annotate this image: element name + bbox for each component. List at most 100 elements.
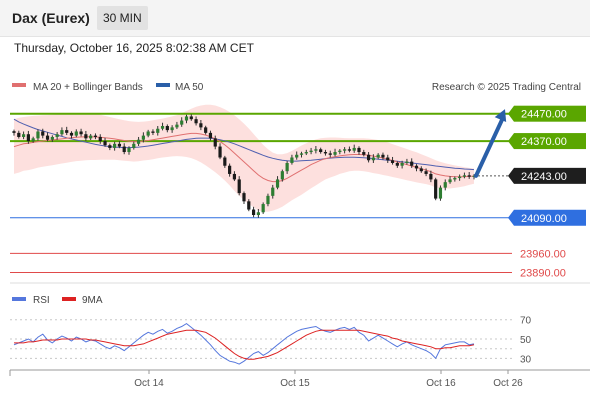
candle-body [79,131,83,135]
candle-body [390,160,395,163]
candle-body [462,175,467,177]
price-legend: MA 20 + Bollinger Bands MA 50 Research ©… [12,82,581,93]
rsi-tick-label: 70 [520,316,532,327]
candle-body [314,149,318,151]
candle-body [453,178,457,180]
candle-body [228,165,232,174]
candle-body [280,171,284,180]
candle-body [319,149,323,153]
last_price-label-pointer [508,167,514,184]
timestamp: Thursday, October 16, 2025 8:02:38 AM CE… [14,41,254,55]
candle-body [371,157,375,161]
candle-body [448,179,452,183]
candle-body [414,165,419,169]
resistance-label-box [514,105,586,122]
resistance-label-pointer [508,133,514,150]
candle-body [285,162,289,172]
x-tick-label: Oct 14 [134,378,164,389]
candle-body [419,168,423,172]
candle-body [132,143,136,148]
candle-body [381,154,385,158]
price-panel: 24470.00 24370.00 24243.00 24090.00 23960.00… [10,104,586,280]
rsi-ma-line [14,329,475,360]
candle-body [232,173,237,180]
candle-body [117,143,122,147]
candle-body [247,201,251,210]
candle-body [36,131,40,139]
rsi-legend-swatch [12,297,26,301]
candle-body [113,143,117,148]
projection-arrow-shaft [474,115,505,178]
candle-body [424,171,428,174]
instrument-title: Dax (Eurex) [12,10,90,26]
support-label-pointer [508,209,514,226]
candle-body [127,147,131,153]
ma50-line [13,118,475,171]
research-credit: Research © 2025 Trading Central [432,82,581,93]
candle-body [60,130,64,135]
rsi-tick-label: 30 [520,354,532,365]
candle-body [12,131,16,133]
candle-body [266,195,270,205]
candle-body [338,150,342,153]
candle-body [98,136,102,142]
candle-body [357,147,361,153]
header-bar: Dax (Eurex) 30 MIN [0,0,590,37]
candle-body [395,162,399,166]
candle-body [328,153,332,155]
ma50-legend-swatch [156,83,170,87]
candle-body [429,173,433,180]
target-label: 23890.00 [520,268,566,280]
candle-body [410,161,414,166]
candle-body [180,120,184,125]
candle-body [165,126,169,131]
candle-body [17,132,21,137]
candle-body [170,127,174,131]
rsi-legend-label: RSI [33,295,50,306]
candle-body [458,176,462,179]
candle-body [299,153,304,155]
candle-body [290,157,294,163]
resistance-label-box [514,133,586,150]
ma20-legend-swatch [12,83,26,87]
candle-body [218,146,222,158]
support-level-label: 24090.00 [521,213,567,225]
candle-body [156,128,160,133]
candle-body [141,135,145,140]
candle-body [271,187,275,196]
candle-body [103,141,107,146]
candle-body [438,187,443,199]
candle-body [223,157,227,166]
candle-body [146,131,150,136]
candle-body [242,193,246,202]
candle-body [136,139,141,144]
x-axis: Oct 14 Oct 15 Oct 16 Oct 26 [9,369,590,389]
candle-body [400,162,404,166]
candle-body [84,134,88,139]
candle-body [386,157,390,161]
resistance-label-pointer [508,105,514,122]
rsi-ma-legend-label: 9MA [82,295,103,306]
candle-body [333,152,337,155]
projection-arrow-head [494,109,507,123]
timeframe-button[interactable]: 30 MIN [97,6,148,30]
candle-body [309,150,313,153]
candle-body [323,152,328,154]
candle-body [69,132,74,136]
candle-body [41,131,45,136]
candle-body [89,135,93,139]
candle-body [151,131,155,133]
candle-body [443,182,447,188]
candle-body [208,132,213,139]
x-tick-label: Oct 15 [280,378,310,389]
candle-body [213,138,217,147]
resistance-level-label: 24470.00 [521,109,567,121]
candle-body [108,145,112,148]
candle-body [366,154,371,161]
rsi-panel: 70 50 30 [10,316,532,365]
candle-body [352,147,356,151]
candle-body [199,123,203,128]
candle-body [261,204,265,213]
candle-body [343,149,347,151]
